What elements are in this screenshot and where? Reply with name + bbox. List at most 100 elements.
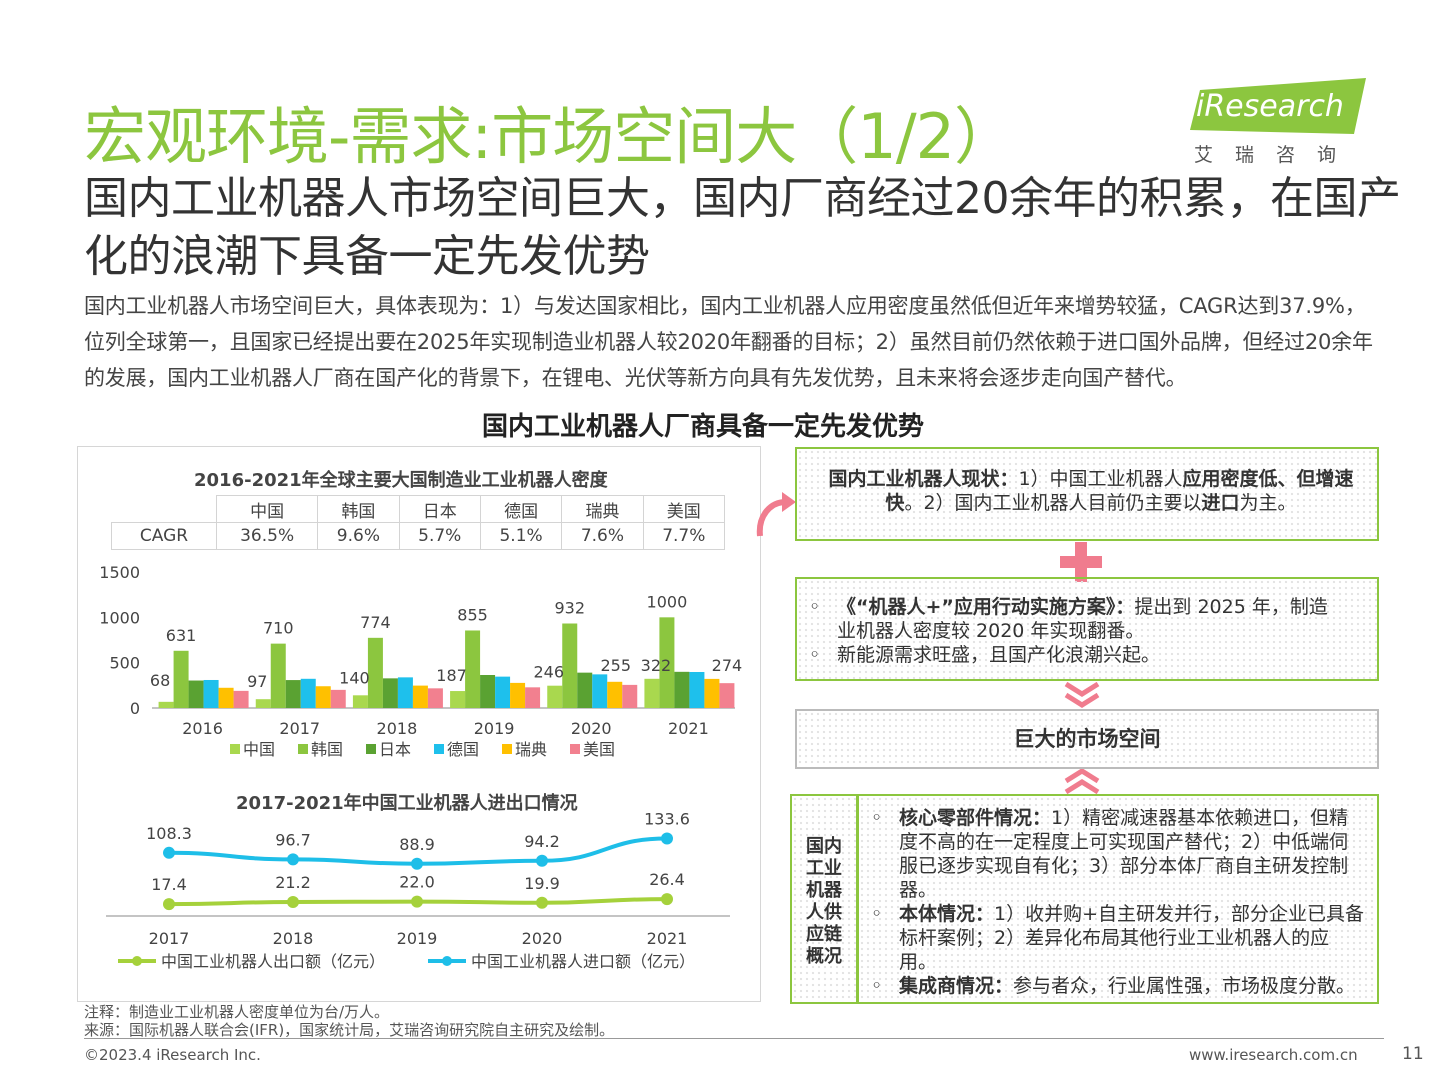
bar-瑞典 (704, 678, 720, 708)
x-tick-label: 2021 (647, 929, 688, 948)
chart-panel (77, 446, 761, 1002)
table-row-label: CAGR (111, 522, 217, 550)
table-cell: 9.6% (317, 522, 400, 550)
list-item: 《“机器人+”应用行动实施方案》：提出到 2025 年，制造业机器人密度较 20… (797, 595, 1345, 643)
note-text: 注释：制造业工业机器人密度单位为台/万人。 (84, 1003, 390, 1021)
x-tick-label: 2017 (149, 929, 190, 948)
bar-韩国 (173, 650, 189, 708)
logo-tag-icon: iResearch (1190, 78, 1366, 134)
curved-arrow-icon (756, 492, 796, 537)
x-tick-label: 2018 (273, 929, 314, 948)
data-label: 710 (263, 619, 294, 638)
data-label: 68 (150, 671, 170, 690)
data-label: 774 (360, 613, 391, 632)
y-tick-label: 0 (130, 699, 140, 718)
table-cell: 5.7% (398, 522, 481, 550)
footer-divider (84, 1038, 1384, 1039)
bar-日本 (480, 674, 496, 708)
table-row: 中国 韩国 日本 德国 瑞典 美国 (111, 495, 726, 523)
bar-韩国 (465, 630, 481, 708)
bar-日本 (674, 671, 690, 708)
supply-chain-box: 核心零部件情况：1）精密减速器基本依赖进口，但精度不高的在一定程度上可实现国产替… (857, 794, 1379, 1004)
data-label: 631 (166, 626, 197, 645)
legend-swatch (502, 744, 512, 754)
plus-icon (1060, 542, 1102, 582)
data-point (287, 896, 299, 909)
chevron-up-icon (1064, 769, 1100, 795)
data-label: 255 (600, 656, 631, 675)
import-export-line-chart: 17.4 21.2 22.0 19.9 26.4 108.3 96.7 88.9 94.2 133… (106, 810, 730, 971)
bar-韩国 (270, 643, 286, 708)
bar-中国 (255, 699, 271, 708)
source-text: 来源：国际机器人联合会(IFR)，国家统计局，艾瑞咨询研究院自主研究及绘制。 (84, 1021, 615, 1039)
bar-韩国 (367, 637, 383, 708)
legend-swatch (570, 744, 580, 754)
x-tick-label: 2020 (522, 929, 563, 948)
data-label: 274 (712, 656, 743, 675)
current-status-text: 国内工业机器人现状：1）中国工业机器人应用密度低、但增速快。2）国内工业机器人目… (828, 468, 1354, 514)
data-label: 855 (457, 605, 488, 624)
list-item: 集成商情况：参与者众，行业属性强，市场极度分散。 (859, 974, 1365, 998)
table-header-cell: 德国 (479, 495, 563, 523)
market-space-text: 巨大的市场空间 (1013, 727, 1161, 751)
x-tick-label: 2021 (668, 719, 709, 738)
table-header-cell: 中国 (215, 495, 319, 523)
data-label: 94.2 (524, 832, 560, 851)
body-paragraph: 国内工业机器人市场空间巨大，具体表现为：1）与发达国家相比，国内工业机器人应用密… (84, 294, 1373, 390)
policy-box: 《“机器人+”应用行动实施方案》：提出到 2025 年，制造业机器人密度较 20… (795, 577, 1379, 681)
cagr-table: 中国 韩国 日本 德国 瑞典 美国 CAGR 36.5% 9.6% 5.7% 5… (111, 495, 726, 550)
table-row: CAGR 36.5% 9.6% 5.7% 5.1% 7.6% 7.7% (111, 522, 726, 550)
bar-日本 (577, 672, 593, 708)
legend-label: 中国 (243, 740, 275, 759)
legend-swatch (366, 744, 376, 754)
y-tick-label: 1500 (99, 563, 140, 582)
data-label: 19.9 (524, 874, 560, 893)
policy-list: 《“机器人+”应用行动实施方案》：提出到 2025 年，制造业机器人密度较 20… (797, 595, 1345, 667)
legend-swatch (434, 744, 444, 754)
bar-瑞典 (315, 686, 331, 708)
data-point (661, 893, 673, 906)
legend-label: 中国工业机器人进口额（亿元） (471, 952, 695, 971)
data-label: 21.2 (275, 873, 311, 892)
legend-marker (132, 956, 142, 966)
page-title: 宏观环境-需求:市场空间大（1/2） (84, 100, 1016, 173)
bar-德国 (495, 676, 511, 708)
legend-swatch (230, 744, 240, 754)
table-cell: 5.1% (479, 522, 563, 550)
data-label: 1000 (647, 592, 688, 611)
data-label: 322 (641, 656, 672, 675)
list-item: 核心零部件情况：1）精密减速器基本依赖进口，但精度不高的在一定程度上可实现国产替… (859, 806, 1365, 902)
table-header-cell: 日本 (398, 495, 481, 523)
bar-日本 (382, 678, 398, 708)
bar-美国 (427, 688, 443, 708)
bar-美国 (525, 687, 541, 708)
data-label: 96.7 (275, 830, 311, 849)
data-label: 97 (247, 672, 267, 691)
bar-中国 (352, 695, 368, 708)
legend-label: 瑞典 (515, 740, 547, 759)
line-chart-title: 2017-2021年中国工业机器人进出口情况 (236, 793, 578, 814)
x-tick-label: 2020 (571, 719, 612, 738)
current-status-box: 国内工业机器人现状：1）中国工业机器人应用密度低、但增速快。2）国内工业机器人目… (795, 447, 1379, 541)
right-panel-title: 国内工业机器人厂商具备一定先发优势 (482, 412, 925, 442)
page-number: 11 (1402, 1044, 1424, 1064)
data-label: 246 (533, 663, 564, 682)
supply-chain-label-box: 国内工业机器人供应链概况 (790, 794, 858, 1004)
footnotes: 注释：制造业工业机器人密度单位为台/万人。 来源：国际机器人联合会(IFR)，国… (84, 1003, 614, 1039)
bar-德国 (592, 674, 608, 708)
data-label: 108.3 (146, 824, 192, 843)
bar-瑞典 (510, 682, 526, 708)
table-cell: 7.6% (561, 522, 644, 550)
bar-美国 (330, 689, 346, 708)
bar-韩国 (562, 623, 578, 708)
table-header-cell: 美国 (642, 495, 726, 523)
x-tick-label: 2019 (474, 719, 515, 738)
bar-德国 (397, 677, 413, 708)
table-cell: 7.7% (642, 522, 726, 550)
bar-日本 (188, 680, 204, 708)
data-point (163, 846, 175, 859)
page-subtitle: 国内工业机器人市场空间巨大，国内厂商经过20余年的积累，在国产化的浪潮下具备一定… (84, 173, 1401, 282)
supply-chain-list: 核心零部件情况：1）精密减速器基本依赖进口，但精度不高的在一定程度上可实现国产替… (859, 806, 1365, 998)
x-tick-label: 2016 (182, 719, 223, 738)
website-link[interactable]: www.iresearch.com.cn (1189, 1046, 1358, 1064)
